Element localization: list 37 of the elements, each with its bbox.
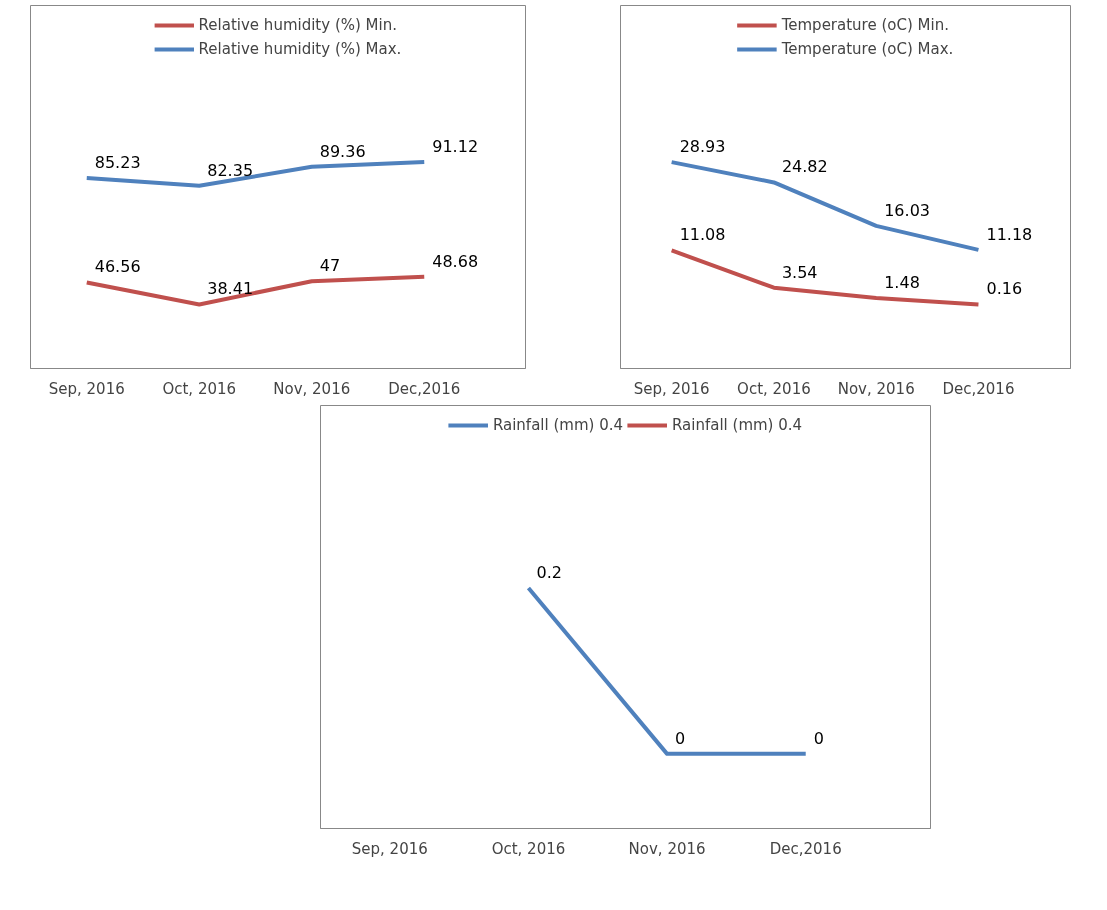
x-tick-label: Oct, 2016 — [737, 379, 811, 398]
data-label: 47 — [319, 256, 341, 276]
data-label: 24.82 — [781, 157, 828, 177]
x-tick-label: Nov, 2016 — [837, 379, 915, 398]
data-label: 1.48 — [884, 272, 920, 292]
data-label: 11.08 — [679, 225, 726, 245]
x-tick-label: Oct, 2016 — [491, 839, 566, 858]
x-tick-label: Sep, 2016 — [48, 379, 125, 398]
x-tick-label: Dec,2016 — [769, 839, 842, 858]
data-label: 0.2 — [536, 562, 562, 582]
data-label: 16.03 — [884, 200, 930, 220]
legend-label: Rainfall (mm) 0.4 — [492, 416, 623, 434]
x-tick-label: Nov, 2016 — [628, 839, 706, 858]
data-label: 48.68 — [432, 251, 479, 271]
data-label: 85.23 — [94, 153, 141, 172]
x-tick-label: Sep, 2016 — [633, 379, 710, 398]
x-tick-label: Dec,2016 — [942, 379, 1015, 398]
legend-label: Rainfall (mm) 0.4 — [672, 416, 803, 434]
legend-label: Relative humidity (%) Min. — [198, 16, 397, 34]
data-label: 28.93 — [679, 137, 726, 157]
data-label: 0 — [813, 728, 824, 748]
x-tick-label: Dec,2016 — [388, 379, 461, 398]
x-tick-label: Sep, 2016 — [351, 839, 428, 858]
data-label: 11.18 — [986, 224, 1033, 244]
data-label: 46.56 — [94, 257, 141, 277]
data-label: 38.41 — [207, 279, 254, 299]
data-label: 0.16 — [986, 279, 1023, 299]
legend-label: Temperature (oC) Max. — [781, 40, 954, 58]
data-label: 82.35 — [207, 160, 254, 180]
data-label: 91.12 — [432, 137, 479, 157]
data-label: 89.36 — [319, 141, 366, 161]
x-tick-label: Nov, 2016 — [273, 379, 351, 398]
legend-label: Relative humidity (%) Max. — [198, 40, 402, 58]
data-label: 3.54 — [781, 262, 818, 282]
x-tick-label: Oct, 2016 — [162, 379, 237, 398]
data-label: 0 — [675, 728, 686, 748]
legend-label: Temperature (oC) Min. — [781, 16, 949, 34]
